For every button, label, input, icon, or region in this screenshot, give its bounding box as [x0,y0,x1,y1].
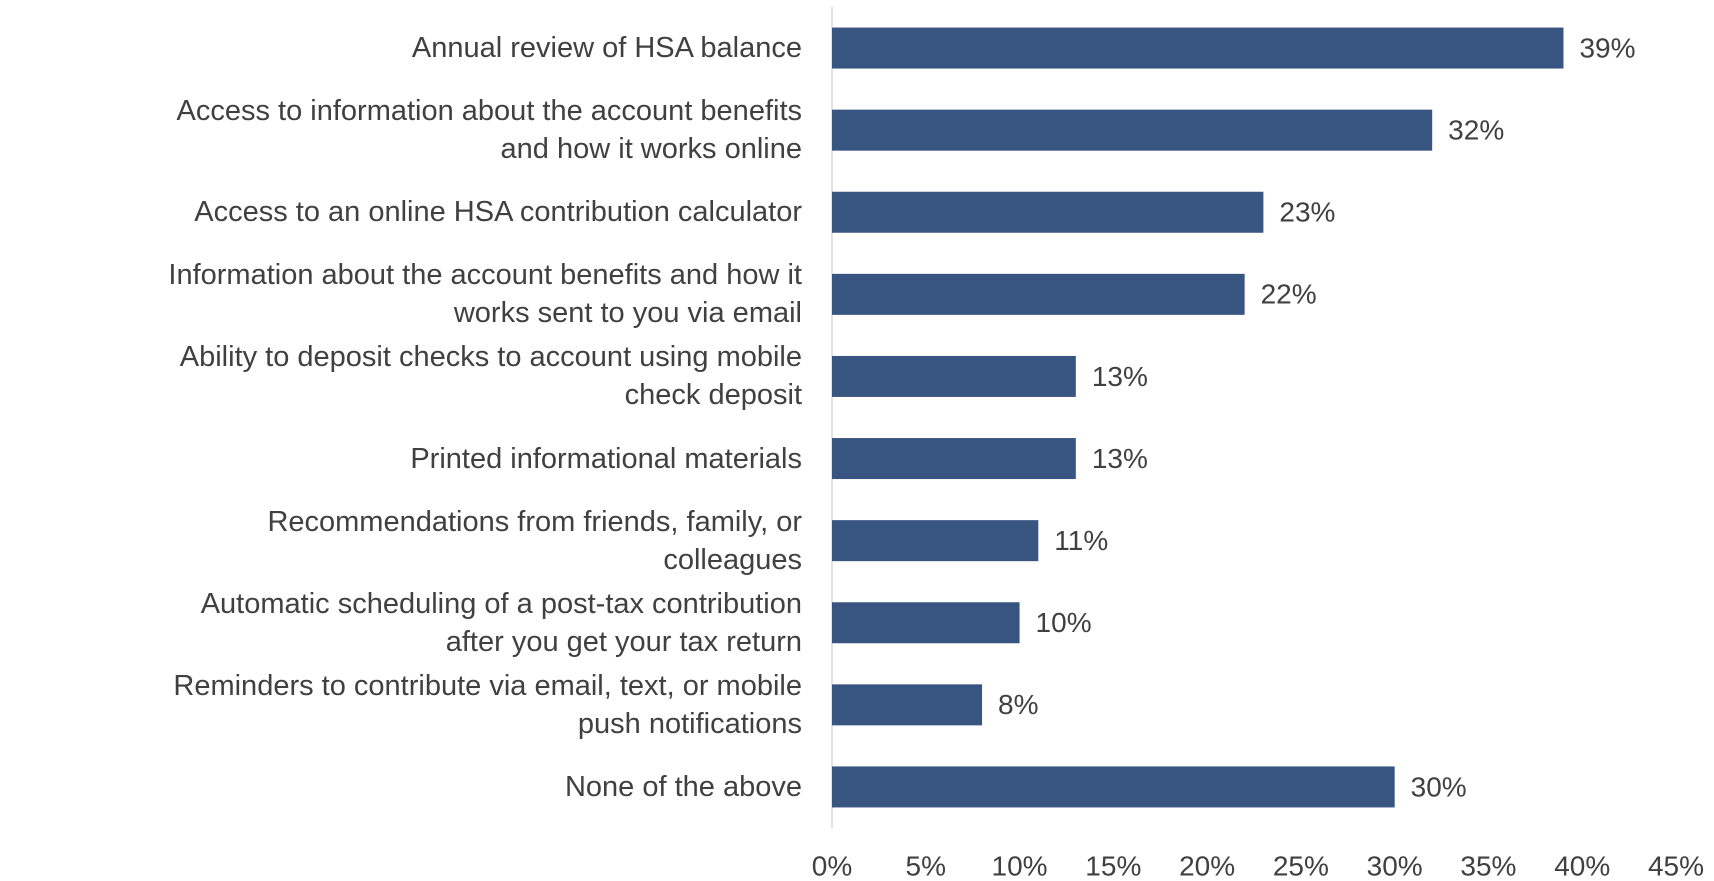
value-label: 30% [1411,771,1467,802]
value-label: 39% [1579,32,1635,63]
x-tick-label: 5% [906,850,946,881]
category-label: Access to information about the account … [176,95,802,166]
value-label: 32% [1448,115,1504,146]
bar [832,355,1076,397]
category-label: Access to an online HSA contribution cal… [194,196,802,229]
value-label: 23% [1279,197,1335,228]
value-label: 13% [1092,443,1148,474]
bar [832,273,1245,315]
category-label: Printed informational materials [410,442,802,475]
bar [832,520,1039,562]
x-tick-label: 20% [1179,850,1235,881]
x-tick-label: 30% [1367,850,1423,881]
bar [832,27,1564,69]
x-tick-label: 10% [992,850,1048,881]
bar [832,602,1020,644]
x-tick-label: 45% [1648,850,1704,881]
bar [832,766,1395,808]
x-tick-label: 0% [812,850,852,881]
category-label: None of the above [564,770,802,803]
category-label: Recommendations from friends, family, or… [267,505,802,576]
value-label: 11% [1054,525,1108,556]
bar [832,109,1433,151]
bar [832,438,1076,480]
category-label: Ability to deposit checks to account usi… [179,341,802,412]
category-label: Information about the account benefits a… [168,259,802,330]
bar [832,191,1264,233]
value-label: 22% [1261,279,1317,310]
value-label: 8% [998,689,1038,720]
x-tick-label: 15% [1085,850,1141,881]
category-label: Reminders to contribute via email, text,… [173,669,802,740]
category-label: Automatic scheduling of a post-tax contr… [200,587,802,658]
x-tick-label: 25% [1273,850,1329,881]
value-label: 13% [1092,361,1148,392]
bar [832,684,983,726]
category-label: Annual review of HSA balance [411,32,802,65]
value-label: 10% [1036,607,1092,638]
x-tick-label: 40% [1554,850,1610,881]
x-tick-label: 35% [1460,850,1516,881]
